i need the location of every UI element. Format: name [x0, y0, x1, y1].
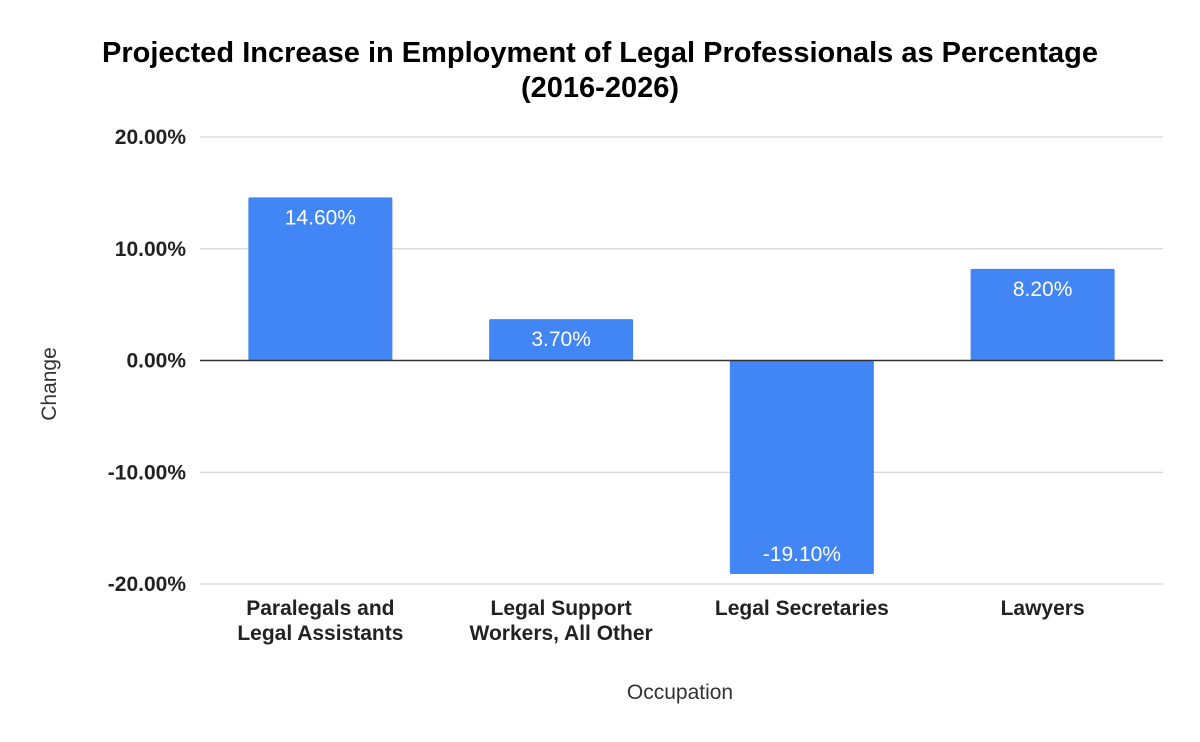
- y-axis-tick-labels: 20.00% 10.00% 0.00% -10.00% -20.00%: [108, 126, 187, 596]
- chart-title: Projected Increase in Employment of Lega…: [102, 37, 1098, 104]
- y-tick-label: -20.00%: [108, 573, 187, 596]
- x-tick-label: Paralegals and: [246, 597, 394, 620]
- bar: [729, 360, 874, 574]
- y-tick-label: -10.00%: [108, 461, 187, 484]
- bar: [248, 197, 393, 361]
- bar-value-label: 14.60%: [285, 206, 356, 229]
- bars: [248, 197, 1115, 574]
- y-axis-label: Change: [38, 347, 61, 421]
- bar-value-label: -19.10%: [763, 543, 841, 566]
- bar-value-labels: 14.60% 3.70% -19.10% 8.20%: [285, 206, 1073, 566]
- bar-value-label: 8.20%: [1013, 278, 1073, 301]
- y-tick-label: 0.00%: [126, 350, 186, 373]
- y-tick-label: 20.00%: [115, 126, 187, 149]
- chart-title-line-2: (2016-2026): [521, 72, 679, 104]
- bar: [970, 268, 1115, 361]
- x-axis-label: Occupation: [627, 681, 733, 704]
- y-tick-label: 10.00%: [115, 238, 187, 261]
- x-tick-label: Legal Assistants: [237, 622, 403, 645]
- x-tick-label: Workers, All Other: [470, 622, 653, 645]
- x-tick-label: Legal Support: [491, 597, 632, 620]
- bar: [489, 319, 634, 361]
- bar-value-label: 3.70%: [531, 328, 591, 351]
- chart-title-line-1: Projected Increase in Employment of Lega…: [102, 37, 1098, 69]
- x-tick-label: Legal Secretaries: [715, 597, 889, 620]
- x-tick-label: Lawyers: [1001, 597, 1085, 620]
